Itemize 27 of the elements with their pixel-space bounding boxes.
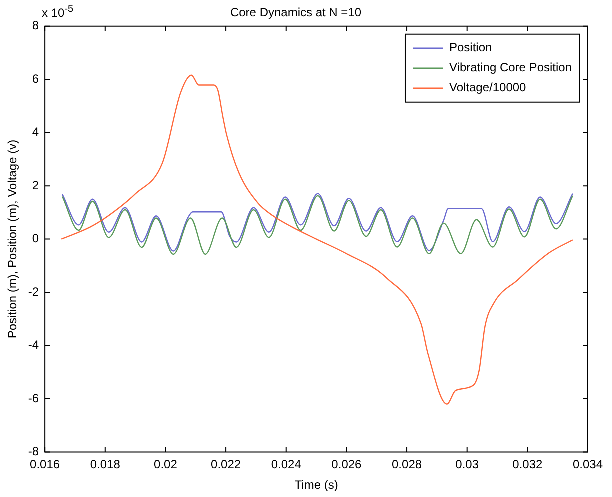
legend-label: Position [449, 40, 492, 55]
y-tick-label: -4 [28, 338, 40, 352]
x-tick-label: 0.024 [271, 458, 302, 472]
y-axis-title: Position (m), Position (m), Voltage (v) [6, 140, 20, 339]
x-tick-label: 0.034 [572, 458, 604, 472]
x-tick-label: 0.02 [154, 458, 178, 472]
y-tick-label: -2 [28, 284, 40, 299]
legend-label: Voltage/10000 [449, 80, 527, 95]
x-tick-label: 0.018 [90, 458, 121, 472]
x-tick-label: 0.016 [30, 458, 60, 472]
x-tick-label: 0.026 [332, 458, 362, 472]
x-axis-title: Time (s) [294, 478, 338, 492]
y-tick-label: -8 [28, 444, 40, 459]
y-tick-label: 8 [32, 18, 40, 33]
x-tick-label: 0.032 [512, 458, 544, 472]
line-series [61, 74, 574, 405]
x-tick-label: 0.022 [211, 458, 242, 472]
text: x 10$^{-5}$ [42, 4, 74, 20]
y-tick-label: 2 [32, 178, 40, 192]
chart-title: Core Dynamics at N =10 [230, 6, 362, 20]
y-tick-label: 6 [32, 72, 40, 86]
y-tick-label: 4 [32, 125, 40, 140]
x-tick-label: 0.03 [456, 458, 480, 472]
x-tick-label: 0.028 [392, 458, 422, 472]
y-tick-label: -6 [28, 391, 40, 406]
legend-label: Vibrating Core Position [449, 60, 572, 75]
y-tick-label: 0 [32, 232, 40, 246]
